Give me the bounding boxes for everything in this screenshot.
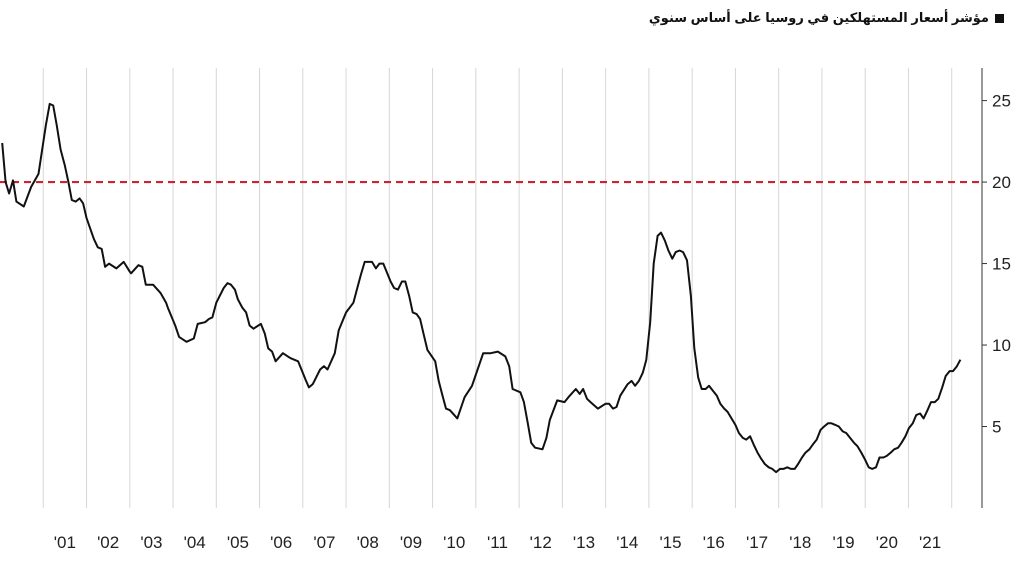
x-tick-label: '19 (832, 533, 854, 552)
y-axis (981, 68, 987, 508)
x-tick-label: '06 (270, 533, 292, 552)
legend-swatch (995, 13, 1004, 23)
x-tick-label: '01 (54, 533, 76, 552)
y-tick-label: 5 (992, 418, 1001, 437)
series-group (1, 102, 962, 474)
x-tick-label: '13 (573, 533, 595, 552)
x-tick-label: '07 (313, 533, 335, 552)
y-axis-labels: 5 10 15 20 25 (992, 92, 1011, 437)
y-tick-label: 15 (992, 255, 1011, 274)
x-tick-label: '10 (443, 533, 465, 552)
x-tick-label: '09 (400, 533, 422, 552)
x-tick-label: '17 (746, 533, 768, 552)
y-tick-label: 20 (992, 173, 1011, 192)
x-tick-label: '03 (140, 533, 162, 552)
legend-label: مؤشر أسعار المستهلكين في روسيا على أساس … (648, 10, 989, 25)
x-tick-label: '20 (876, 533, 898, 552)
x-axis-labels: '01 '02 '03 '04 '05 '06 '07 '08 '09 '10 '11 '12 '13 '… (54, 533, 941, 552)
x-tick-label: '16 (703, 533, 725, 552)
x-tick-label: '12 (530, 533, 552, 552)
x-tick-label: '14 (616, 533, 638, 552)
x-tick-label: '05 (227, 533, 249, 552)
grid-lines (42, 68, 953, 508)
x-tick-label: '04 (184, 533, 206, 552)
x-tick-label: '02 (97, 533, 119, 552)
x-tick-label: '11 (487, 533, 508, 552)
x-tick-label: '21 (919, 533, 941, 552)
y-tick-label: 10 (992, 336, 1011, 355)
x-tick-label: '08 (357, 533, 379, 552)
series-line (1, 102, 962, 474)
y-tick-label: 25 (992, 92, 1011, 111)
chart-legend: مؤشر أسعار المستهلكين في روسيا على أساس … (649, 10, 1004, 26)
x-tick-label: '15 (659, 533, 681, 552)
x-tick-label: '18 (789, 533, 811, 552)
